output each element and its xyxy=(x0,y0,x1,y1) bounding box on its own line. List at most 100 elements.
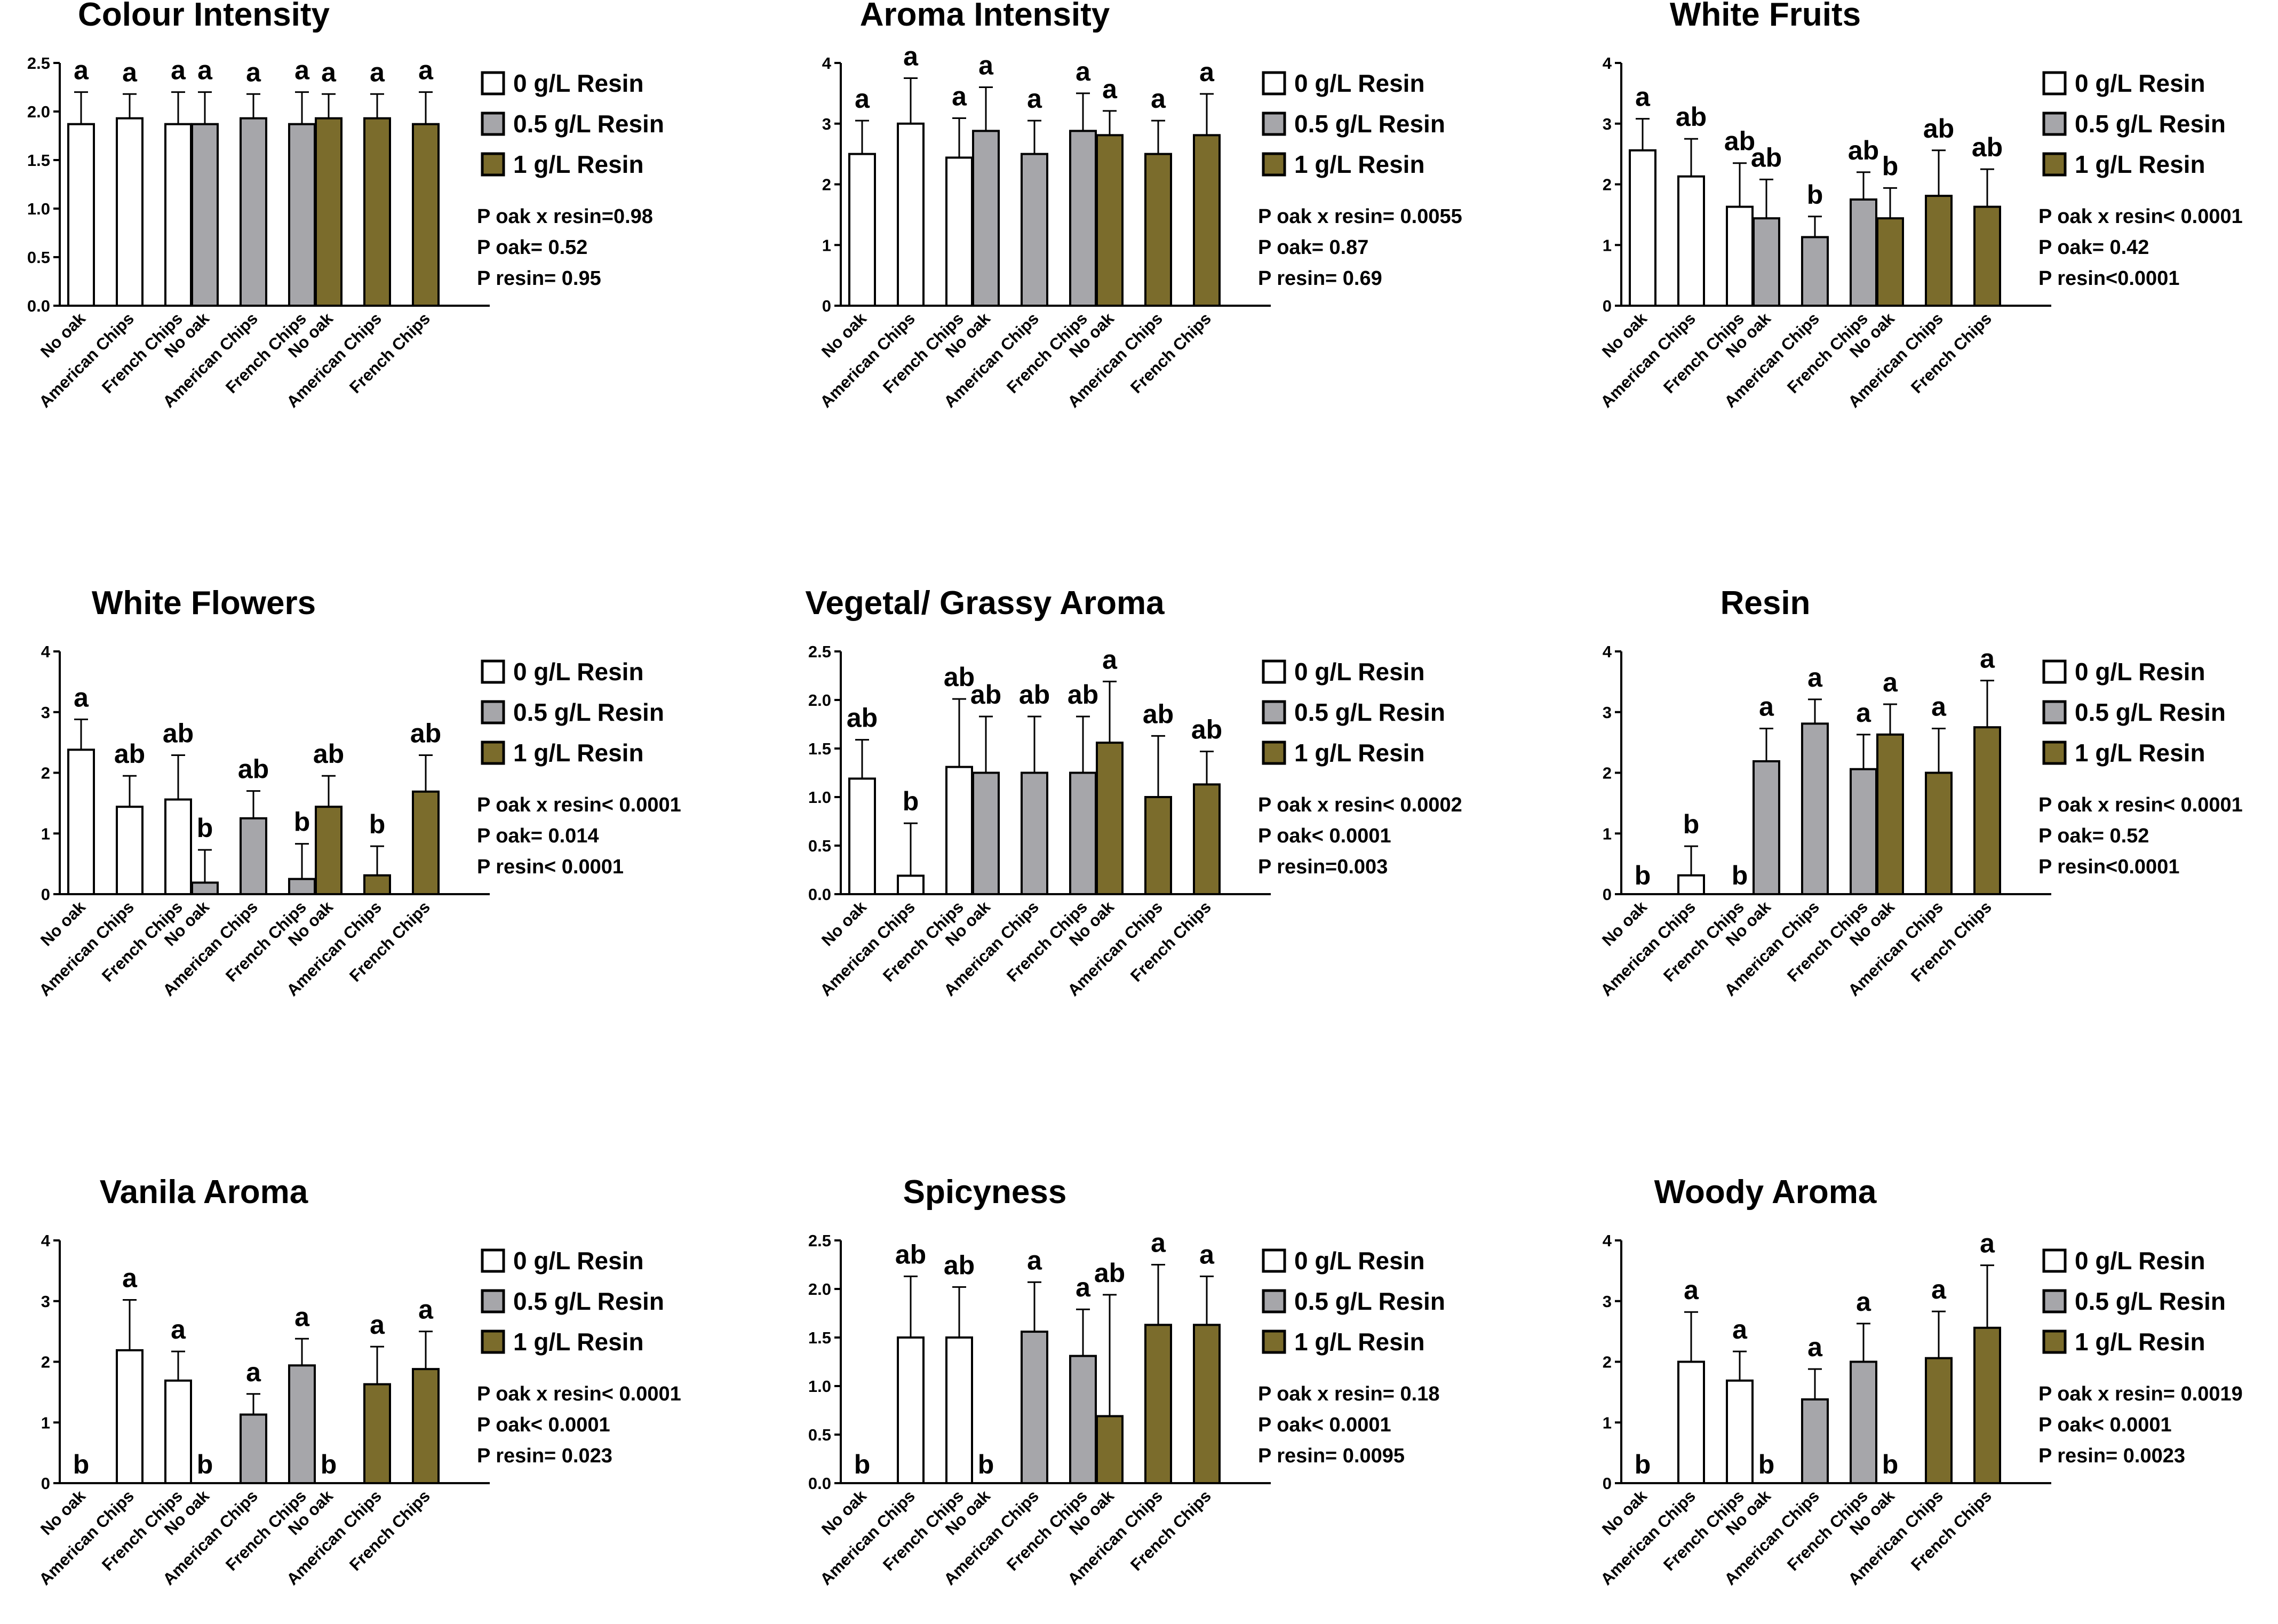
bar xyxy=(1973,726,2001,895)
legend-label: 1 g/L Resin xyxy=(1294,739,1425,767)
y-tick-label: 0.0 xyxy=(27,297,50,315)
bar xyxy=(945,156,973,307)
legend-swatch xyxy=(1262,71,1286,95)
legend-swatch xyxy=(2042,700,2067,725)
significance-letter: a xyxy=(1076,57,1091,86)
legend-label: 0 g/L Resin xyxy=(513,658,644,686)
significance-letter: b xyxy=(197,1450,213,1479)
legend-swatch xyxy=(2042,1330,2067,1354)
y-tick-label: 0 xyxy=(41,1474,50,1493)
legend-label: 0.5 g/L Resin xyxy=(2075,698,2226,726)
y-tick-label: 2.5 xyxy=(808,642,831,661)
legend-label: 1 g/L Resin xyxy=(513,1328,644,1356)
significance-letter: b xyxy=(1882,151,1899,181)
legend-swatch xyxy=(1262,1289,1286,1313)
p-value-text: P resin<0.0001 xyxy=(2038,267,2179,290)
legend-label: 0.5 g/L Resin xyxy=(2075,1287,2226,1315)
significance-letter: ab xyxy=(1068,680,1098,710)
legend-label: 1 g/L Resin xyxy=(2075,1328,2205,1356)
significance-letter: ab xyxy=(114,739,145,769)
significance-letter: a xyxy=(171,55,186,85)
significance-letter: b xyxy=(1758,1450,1775,1479)
y-tick-label: 2.0 xyxy=(808,1280,831,1299)
significance-letter: b xyxy=(1635,1450,1651,1479)
bar xyxy=(240,817,267,895)
bar xyxy=(363,117,391,307)
p-value-text: P oak< 0.0001 xyxy=(2038,1414,2172,1436)
bar xyxy=(412,1368,440,1484)
bar xyxy=(315,806,343,896)
significance-letter: ab xyxy=(1751,142,1782,172)
legend-label: 0 g/L Resin xyxy=(2075,658,2205,686)
p-value-text: P oak= 0.87 xyxy=(1258,236,1368,259)
significance-letter: a xyxy=(1807,663,1823,692)
bar xyxy=(1021,771,1048,895)
significance-letter: a xyxy=(1635,82,1651,112)
chart-title: White Fruits xyxy=(1670,0,1861,33)
legend-label: 0.5 g/L Resin xyxy=(513,698,664,726)
bar xyxy=(1850,768,1877,895)
significance-letter: ab xyxy=(1724,126,1755,156)
legend-swatch xyxy=(2042,741,2067,765)
legend-label: 0 g/L Resin xyxy=(2075,69,2205,97)
p-value-text: P resin= 0.0023 xyxy=(2038,1445,2185,1467)
significance-letter: a xyxy=(1856,698,1871,728)
legend-swatch xyxy=(481,1289,505,1313)
significance-letter: a xyxy=(1807,1332,1823,1362)
legend-swatch xyxy=(1262,1248,1286,1273)
y-tick-label: 1 xyxy=(41,824,50,843)
p-value-text: P oak x resin= 0.0055 xyxy=(1258,205,1462,228)
y-tick-label: 2 xyxy=(1603,1353,1612,1372)
chart-title: Resin xyxy=(1721,585,1811,622)
bar xyxy=(1753,760,1780,895)
p-value-text: P oak x resin< 0.0001 xyxy=(477,1383,681,1405)
significance-letter: a xyxy=(171,1315,186,1344)
significance-letter: b xyxy=(321,1450,337,1479)
bar xyxy=(1096,1415,1124,1485)
legend-swatch xyxy=(2042,1289,2067,1313)
bar xyxy=(1629,149,1656,307)
y-tick-label: 0 xyxy=(1603,885,1612,904)
p-value-text: P oak x resin< 0.0001 xyxy=(477,794,681,816)
y-tick-label: 4 xyxy=(41,642,51,661)
significance-letter: a xyxy=(1856,1287,1871,1317)
significance-letter: a xyxy=(321,57,337,87)
bar xyxy=(1069,130,1097,307)
chart-title: Aroma Intensity xyxy=(860,0,1110,33)
y-tick-label: 1.5 xyxy=(808,739,831,758)
p-value-text: P oak x resin< 0.0002 xyxy=(1258,794,1462,816)
bar xyxy=(1850,1360,1877,1484)
significance-letter: a xyxy=(1732,1315,1748,1344)
y-tick-label: 2.0 xyxy=(808,691,831,710)
legend-swatch xyxy=(1262,152,1286,177)
bar xyxy=(1925,195,1953,307)
bar xyxy=(1801,722,1829,896)
bar xyxy=(164,1379,192,1485)
y-tick-label: 0 xyxy=(1603,297,1612,315)
significance-letter: a xyxy=(246,57,261,87)
legend-swatch xyxy=(481,741,505,765)
bar xyxy=(972,130,1000,307)
bar xyxy=(1876,217,1904,307)
legend-swatch xyxy=(1262,1330,1286,1354)
bar xyxy=(288,878,316,895)
y-tick-label: 0 xyxy=(822,297,831,315)
chart-title: Woody Aroma xyxy=(1654,1174,1877,1211)
p-value-text: P oak< 0.0001 xyxy=(1258,1414,1391,1436)
significance-letter: b xyxy=(1732,861,1748,890)
bar xyxy=(288,123,316,307)
significance-letter: ab xyxy=(1676,102,1707,132)
significance-letter: b xyxy=(1635,861,1651,890)
legend-swatch xyxy=(1262,112,1286,136)
bar xyxy=(1096,742,1124,896)
y-tick-label: 3 xyxy=(1603,1292,1612,1311)
significance-letter: ab xyxy=(238,754,269,784)
legend-swatch xyxy=(481,71,505,95)
significance-letter: ab xyxy=(895,1239,926,1269)
significance-letter: b xyxy=(197,813,213,843)
y-tick-label: 1 xyxy=(41,1413,50,1432)
bar xyxy=(1069,771,1097,895)
